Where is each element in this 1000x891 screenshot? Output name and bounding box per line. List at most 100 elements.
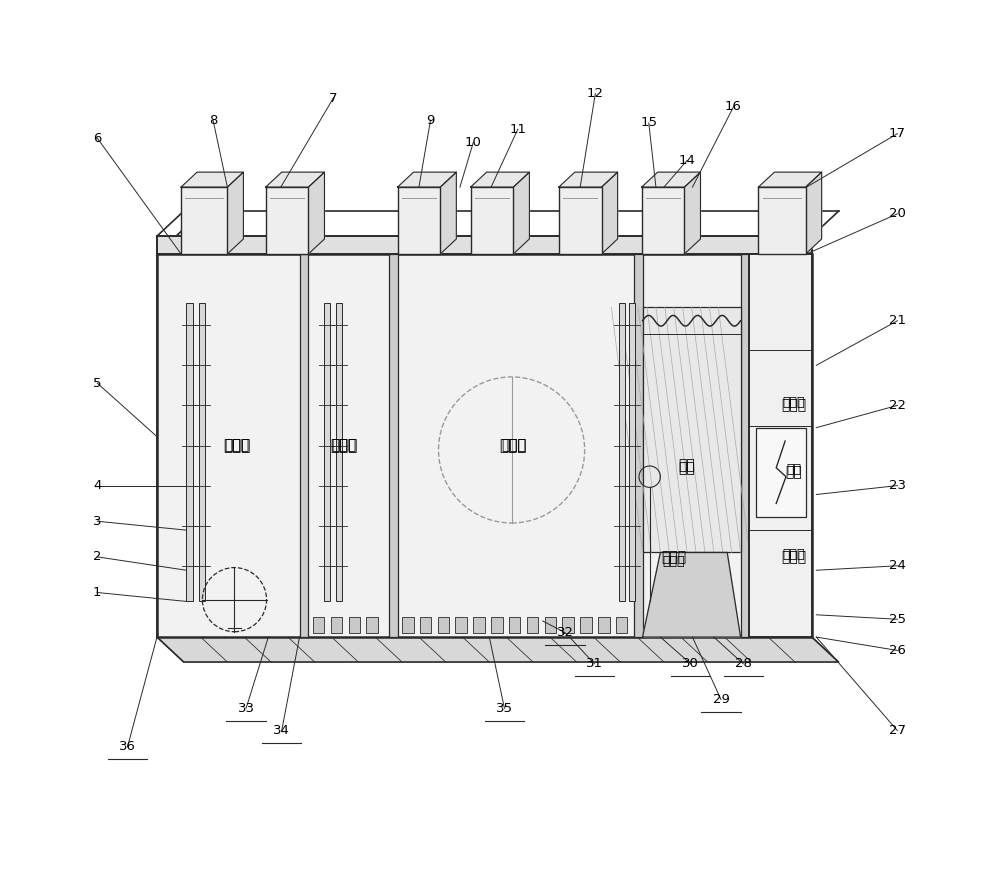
Bar <box>580 617 592 633</box>
Bar <box>402 617 414 633</box>
Bar <box>313 617 324 633</box>
Text: 20: 20 <box>889 208 906 220</box>
Polygon shape <box>157 229 184 637</box>
Bar <box>527 617 538 633</box>
Text: 22: 22 <box>889 399 906 412</box>
Bar <box>598 617 610 633</box>
Text: 17: 17 <box>889 127 906 140</box>
Text: 电箱: 电箱 <box>786 465 802 479</box>
Text: 二沉池: 二沉池 <box>662 555 685 568</box>
Bar <box>157 254 812 637</box>
Bar <box>157 236 812 254</box>
Text: 34: 34 <box>273 724 290 737</box>
Polygon shape <box>643 552 741 637</box>
Text: 12: 12 <box>587 87 604 100</box>
Bar <box>300 254 308 637</box>
Text: 好氧池: 好氧池 <box>500 438 527 453</box>
Text: 35: 35 <box>496 702 513 715</box>
Text: 1: 1 <box>93 586 102 599</box>
Text: 斜管: 斜管 <box>679 458 695 472</box>
Text: 斜管: 斜管 <box>679 461 695 475</box>
Bar <box>336 303 342 601</box>
Bar <box>758 187 806 254</box>
Polygon shape <box>471 172 529 187</box>
Text: 14: 14 <box>679 154 696 167</box>
Bar <box>619 303 625 601</box>
Polygon shape <box>157 637 839 662</box>
Text: 好氧池: 好氧池 <box>501 438 526 453</box>
Bar <box>398 187 440 254</box>
Text: 28: 28 <box>735 658 752 670</box>
Bar <box>643 307 741 552</box>
Bar <box>559 187 602 254</box>
Text: 23: 23 <box>889 479 906 492</box>
Bar <box>181 187 227 254</box>
Text: 15: 15 <box>640 117 657 129</box>
Text: 25: 25 <box>889 613 906 625</box>
Bar <box>756 428 806 517</box>
Bar <box>545 617 556 633</box>
Polygon shape <box>684 172 700 254</box>
Text: 7: 7 <box>329 92 338 104</box>
Bar <box>438 617 449 633</box>
Text: 36: 36 <box>119 740 136 753</box>
Bar <box>471 187 513 254</box>
Polygon shape <box>806 172 822 254</box>
Polygon shape <box>440 172 456 254</box>
Text: 8: 8 <box>209 114 217 127</box>
Bar <box>366 617 378 633</box>
Text: 缺氧池: 缺氧池 <box>330 438 358 453</box>
Bar <box>266 187 308 254</box>
Bar <box>616 617 627 633</box>
Text: 缺氧池: 缺氧池 <box>332 438 357 453</box>
Polygon shape <box>559 172 618 187</box>
Polygon shape <box>308 172 324 254</box>
Bar <box>349 617 360 633</box>
Text: 16: 16 <box>725 101 742 113</box>
Text: 24: 24 <box>889 560 906 572</box>
Text: 32: 32 <box>557 626 574 639</box>
Text: 鼓风机: 鼓风机 <box>781 550 807 564</box>
Polygon shape <box>513 172 529 254</box>
Text: 9: 9 <box>426 114 435 127</box>
Polygon shape <box>642 172 700 187</box>
Polygon shape <box>266 172 324 187</box>
Text: 6: 6 <box>93 132 101 144</box>
Text: 5: 5 <box>93 377 102 389</box>
Bar <box>509 617 520 633</box>
Text: 二沉池: 二沉池 <box>661 550 686 564</box>
Bar <box>186 303 193 601</box>
Bar <box>562 617 574 633</box>
Polygon shape <box>602 172 618 254</box>
Text: 电箱: 电箱 <box>787 463 802 476</box>
Text: 4: 4 <box>93 479 101 492</box>
Bar <box>199 303 205 601</box>
Text: 33: 33 <box>238 702 255 715</box>
Text: 2: 2 <box>93 551 102 563</box>
Text: 鼓风机: 鼓风机 <box>783 548 805 560</box>
Polygon shape <box>227 172 243 254</box>
Bar <box>642 187 684 254</box>
Bar <box>324 303 330 601</box>
Text: 设备间: 设备间 <box>783 396 805 409</box>
Text: 31: 31 <box>586 658 603 670</box>
Text: 厌氧池: 厌氧池 <box>225 438 250 453</box>
Text: 11: 11 <box>509 123 526 135</box>
Bar <box>491 617 503 633</box>
Text: 30: 30 <box>682 658 699 670</box>
Polygon shape <box>758 172 822 187</box>
Bar <box>389 254 398 637</box>
Text: 26: 26 <box>889 644 906 657</box>
Bar <box>331 617 342 633</box>
Text: 3: 3 <box>93 515 102 527</box>
Text: 27: 27 <box>889 724 906 737</box>
Text: 设备间: 设备间 <box>781 398 807 413</box>
Text: 21: 21 <box>889 315 906 327</box>
Bar <box>634 254 643 637</box>
Polygon shape <box>398 172 456 187</box>
Bar <box>473 617 485 633</box>
Bar <box>629 303 635 601</box>
Polygon shape <box>181 172 243 187</box>
Bar <box>741 254 749 637</box>
Bar <box>455 617 467 633</box>
